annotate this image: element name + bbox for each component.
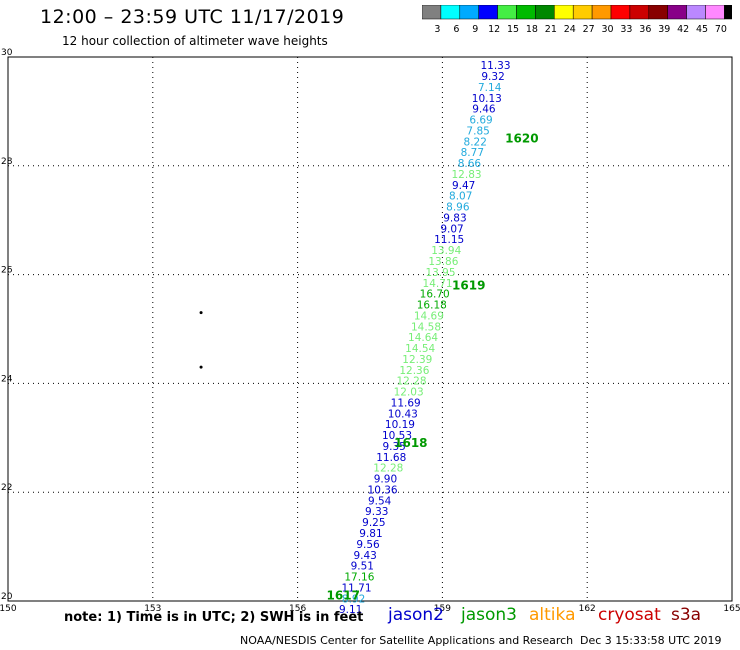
wave-height-value: 14.58 (411, 321, 441, 333)
wave-height-value: 8.07 (449, 191, 472, 203)
legend-label: 30 (602, 24, 614, 35)
wave-height-value: 6.69 (469, 115, 492, 127)
wave-height-value: 14.71 (423, 278, 453, 290)
wave-height-value: 9.90 (374, 474, 397, 486)
wave-height-value: 7.14 (478, 82, 502, 94)
legend-label: 15 (507, 24, 519, 35)
wave-height-value: 11.15 (434, 234, 464, 246)
wave-height-value: 9.46 (472, 104, 496, 116)
x-tick-label: 150 (0, 604, 17, 614)
wave-height-value: 9.56 (356, 539, 380, 551)
wave-height-value: 13.86 (428, 256, 458, 268)
wave-height-value: 12.28 (373, 463, 403, 475)
legend-label: 12 (488, 24, 500, 35)
wave-height-value: 10.19 (385, 419, 415, 431)
wave-height-value: 8.66 (458, 158, 482, 170)
x-tick-label: 165 (723, 604, 740, 614)
legend-label: 24 (564, 24, 576, 35)
y-tick-label: 28 (1, 157, 13, 167)
map-subtitle: 12 hour collection of altimeter wave hei… (62, 34, 328, 48)
wave-height-value: 8.96 (446, 202, 470, 214)
x-tick-label: 156 (289, 604, 306, 614)
wave-height-value: 8.77 (461, 147, 484, 159)
y-tick-label: 22 (1, 483, 12, 493)
wave-height-value: 14.64 (408, 332, 438, 344)
y-tick-label: 24 (1, 374, 13, 384)
wave-height-value: 9.33 (365, 506, 388, 518)
map-note: note: 1) Time is in UTC; 2) SWH is in fe… (64, 610, 364, 625)
legend-label: 39 (658, 24, 670, 35)
pass-label: 1617 (327, 589, 360, 603)
x-tick-label: 153 (144, 604, 161, 614)
map-title: 12:00 – 23:59 UTC 11/17/2019 (40, 6, 345, 28)
satellite-name: jason2 (388, 605, 444, 625)
wave-height-value: 14.69 (414, 310, 444, 322)
legend-label: 45 (696, 24, 708, 35)
island-dot (199, 365, 203, 369)
legend-label: 33 (620, 24, 632, 35)
wave-height-value: 9.07 (440, 223, 463, 235)
wave-height-value: 9.51 (351, 561, 374, 573)
wave-height-value: 11.71 (341, 582, 371, 594)
wave-height-value: 7.85 (466, 125, 489, 137)
footer-timestamp: Dec 3 15:33:58 UTC 2019 (580, 634, 722, 647)
wave-height-value: 10.53 (382, 430, 412, 442)
legend-swatch (724, 5, 732, 20)
wave-height-value: 11.69 (391, 397, 421, 409)
pass-label: 1618 (394, 436, 427, 450)
pass-label: 1619 (452, 278, 485, 292)
wave-height-value: 16.70 (420, 289, 450, 301)
wave-height-value: 12.39 (402, 354, 432, 366)
wave-height-value: 13.95 (425, 267, 455, 279)
footer-credit: NOAA/NESDIS Center for Satellite Applica… (240, 634, 574, 647)
legend-label: 36 (639, 24, 651, 35)
legend-label: 42 (677, 24, 689, 35)
legend-label: 3 (434, 24, 440, 35)
wave-height-value: 12.28 (396, 376, 426, 388)
wave-height-value: 12.36 (399, 365, 429, 377)
wave-height-value: 9.54 (368, 495, 392, 507)
legend-label: 70 (715, 24, 727, 35)
legend-label: 21 (545, 24, 557, 35)
x-tick-label: 159 (434, 604, 451, 614)
legend-label: 18 (526, 24, 538, 35)
wave-height-value: 11.68 (376, 452, 406, 464)
wave-height-value: 8.22 (464, 136, 487, 148)
pass-label: 1620 (505, 132, 538, 146)
wave-height-value: 9.83 (443, 212, 466, 224)
wave-height-value: 13.94 (431, 245, 461, 257)
y-tick-label: 20 (1, 592, 13, 602)
y-tick-label: 26 (1, 266, 13, 276)
island-dot (199, 311, 203, 315)
wave-height-value: 9.32 (481, 71, 504, 83)
wave-height-value: 17.16 (344, 572, 374, 584)
map-frame (7, 56, 733, 602)
satellite-name: s3a (671, 605, 702, 625)
wave-height-value: 9.25 (362, 517, 385, 529)
satellite-name: altika (529, 605, 576, 625)
wave-height-value: 14.54 (405, 343, 435, 355)
satellite-name: jason3 (461, 605, 517, 625)
y-tick-label: 30 (1, 48, 13, 58)
satellite-name: cryosat (598, 605, 661, 625)
wave-height-value: 9.43 (353, 550, 376, 562)
legend-label: 27 (583, 24, 595, 35)
wave-height-value: 10.43 (388, 408, 418, 420)
wave-height-value: 16.18 (417, 300, 447, 312)
wave-height-value: 9.11 (339, 604, 362, 616)
wave-height-value: 9.47 (452, 180, 475, 192)
wave-height-value: 8.92 (342, 593, 365, 605)
legend-label: 6 (453, 24, 459, 35)
x-tick-label: 162 (579, 604, 596, 614)
wave-height-value: 9.35 (382, 441, 405, 453)
wave-height-value: 10.36 (368, 484, 398, 496)
wave-height-value: 12.03 (394, 387, 424, 399)
wave-height-value: 12.83 (452, 169, 482, 181)
wave-height-value: 10.13 (472, 93, 502, 105)
legend-label: 9 (472, 24, 478, 35)
wave-height-value: 11.33 (480, 60, 510, 72)
wave-height-value: 9.81 (359, 528, 382, 540)
